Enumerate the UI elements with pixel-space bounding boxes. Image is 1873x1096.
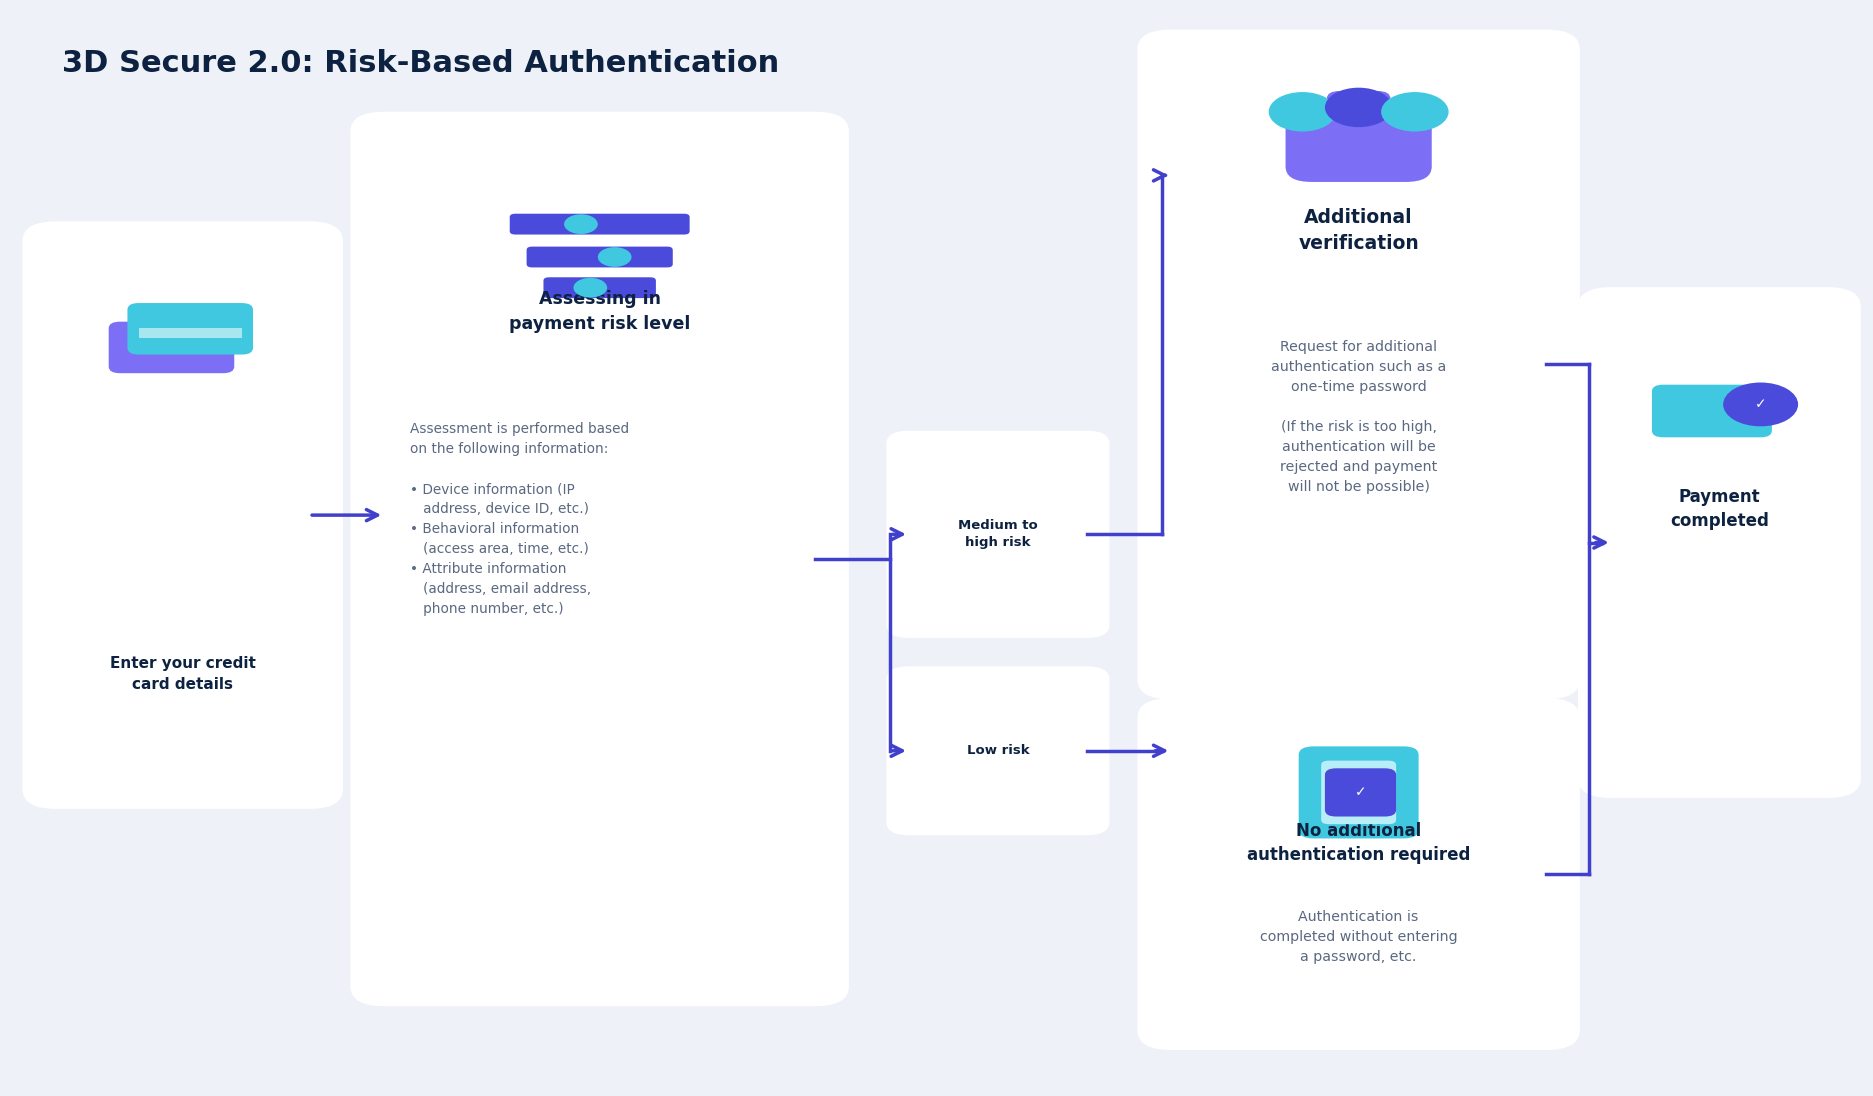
Text: 3D Secure 2.0: Risk-Based Authentication: 3D Secure 2.0: Risk-Based Authentication xyxy=(62,49,779,78)
Circle shape xyxy=(1723,383,1798,426)
FancyBboxPatch shape xyxy=(1320,761,1395,824)
Circle shape xyxy=(1380,92,1448,132)
FancyBboxPatch shape xyxy=(543,277,656,298)
Text: No additional
authentication required: No additional authentication required xyxy=(1246,822,1470,865)
FancyBboxPatch shape xyxy=(886,666,1109,835)
Text: Request for additional
authentication such as a
one-time password

(If the risk : Request for additional authentication su… xyxy=(1270,340,1446,494)
FancyBboxPatch shape xyxy=(1652,385,1770,437)
FancyBboxPatch shape xyxy=(1324,768,1395,817)
FancyBboxPatch shape xyxy=(1137,30,1579,699)
FancyBboxPatch shape xyxy=(127,302,253,355)
Circle shape xyxy=(564,215,597,235)
Circle shape xyxy=(1324,88,1392,127)
Text: Medium to
high risk: Medium to high risk xyxy=(957,520,1038,549)
Text: Payment
completed: Payment completed xyxy=(1669,488,1768,530)
FancyBboxPatch shape xyxy=(1137,698,1579,1050)
Text: Additional
verification: Additional verification xyxy=(1298,208,1418,253)
Bar xyxy=(139,328,242,338)
FancyBboxPatch shape xyxy=(886,431,1109,638)
Text: Assessment is performed based
on the following information:

• Device informatio: Assessment is performed based on the fol… xyxy=(410,422,629,616)
Circle shape xyxy=(1268,92,1335,132)
Text: ✓: ✓ xyxy=(1354,786,1365,799)
Text: Low risk: Low risk xyxy=(966,744,1028,757)
FancyBboxPatch shape xyxy=(526,247,672,267)
Text: Enter your credit
card details: Enter your credit card details xyxy=(111,657,255,692)
FancyBboxPatch shape xyxy=(109,321,234,373)
FancyBboxPatch shape xyxy=(1285,102,1431,182)
Text: Assessing in
payment risk level: Assessing in payment risk level xyxy=(509,290,689,333)
FancyBboxPatch shape xyxy=(350,112,848,1006)
Circle shape xyxy=(573,278,607,298)
FancyBboxPatch shape xyxy=(1298,746,1418,838)
Circle shape xyxy=(597,248,631,267)
FancyBboxPatch shape xyxy=(22,221,343,809)
FancyBboxPatch shape xyxy=(1326,91,1390,137)
FancyBboxPatch shape xyxy=(1577,287,1860,798)
Text: ✓: ✓ xyxy=(1753,398,1766,411)
Text: Authentication is
completed without entering
a password, etc.: Authentication is completed without ente… xyxy=(1259,910,1457,963)
FancyBboxPatch shape xyxy=(509,214,689,235)
